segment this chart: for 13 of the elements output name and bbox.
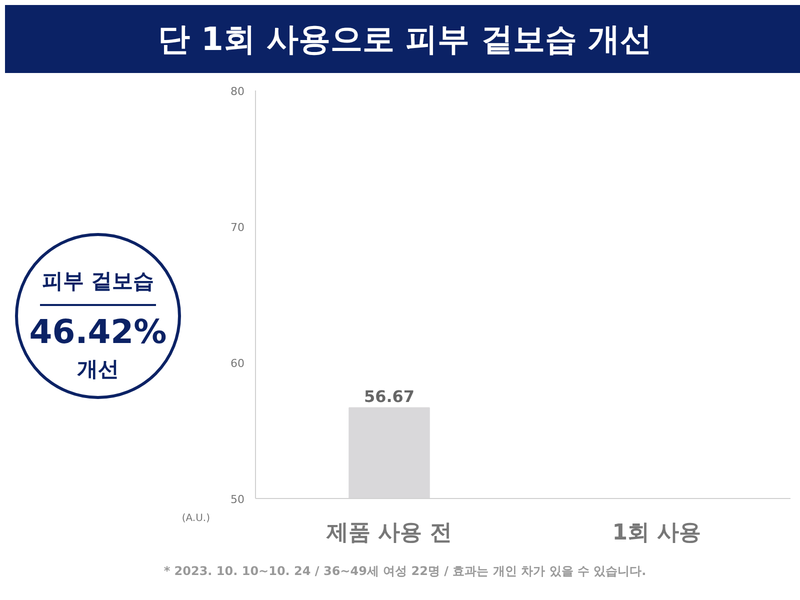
- x-tick-label: 제품 사용 전: [326, 520, 452, 546]
- y-tick-label: 80: [230, 85, 245, 98]
- y-tick-label: 50: [230, 493, 245, 506]
- text: 피부 겉보습: [40, 268, 156, 295]
- y-tick-label: 70: [230, 221, 245, 234]
- x-tick-label: 1회 사용: [612, 520, 702, 546]
- y-axis-title: (A.U.): [182, 512, 210, 526]
- y-tick-label: 60: [230, 357, 245, 370]
- text: 46.42%: [28, 311, 168, 353]
- data-label: 56.67: [364, 386, 415, 406]
- text: * 2023. 10. 10~10. 24 / 36~49세 여성 22명 / 효과는 개인 차가 있을 수 있습니다.: [164, 563, 646, 580]
- chart-title: 단 1회 사용으로 피부 겉보습 개선: [158, 19, 652, 60]
- text: 개선: [76, 356, 120, 383]
